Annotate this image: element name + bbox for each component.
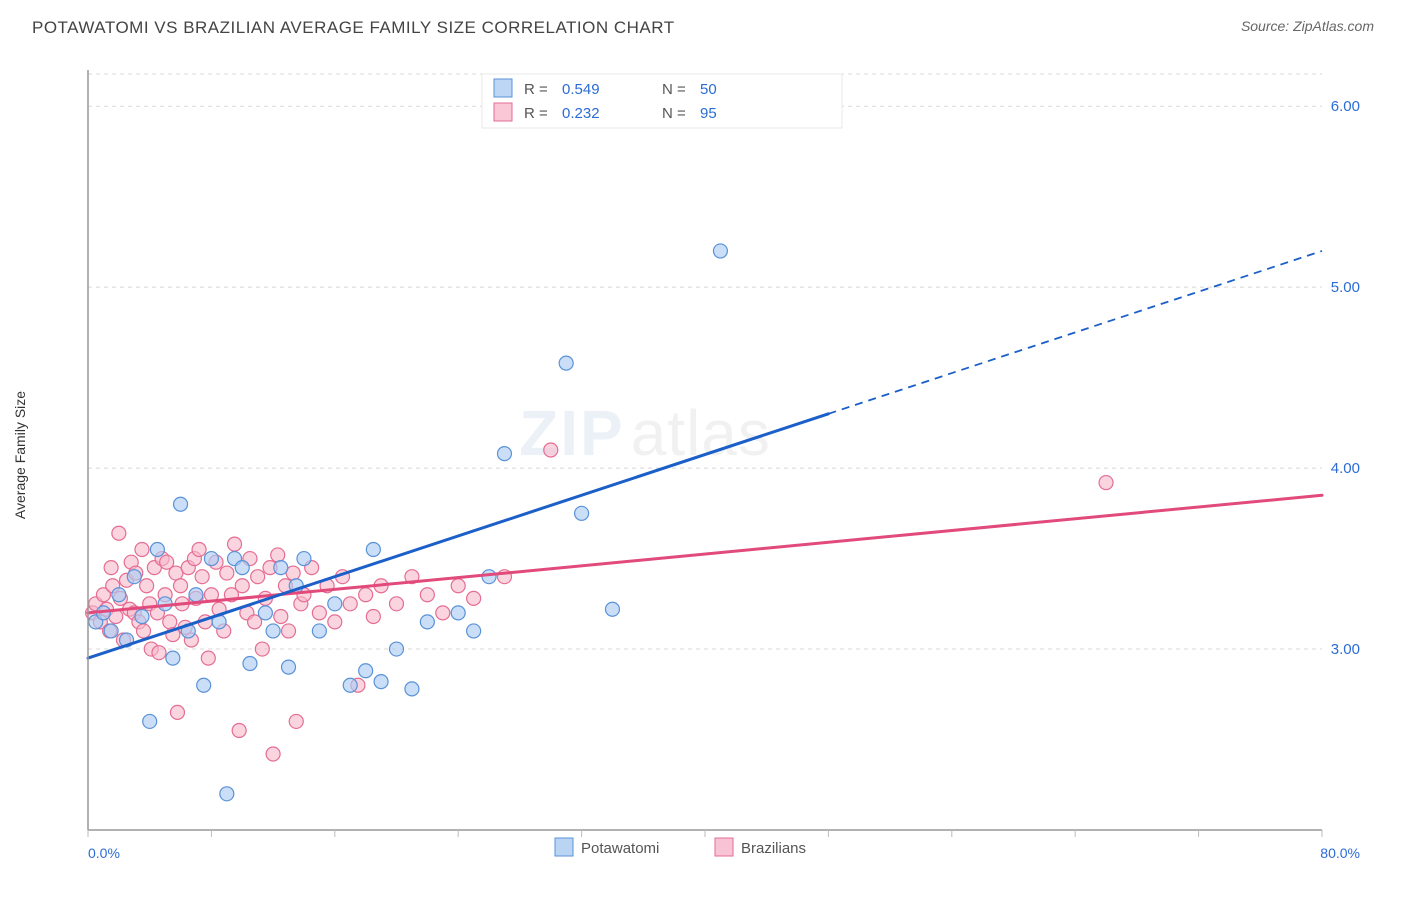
source-prefix: Source: — [1241, 18, 1293, 34]
svg-text:80.0%: 80.0% — [1320, 845, 1360, 861]
svg-text:3.00: 3.00 — [1331, 641, 1360, 658]
svg-text:R =: R = — [524, 81, 548, 98]
y-axis-label: Average Family Size — [12, 391, 28, 519]
svg-text:4.00: 4.00 — [1331, 460, 1360, 477]
source-attribution: Source: ZipAtlas.com — [1241, 18, 1374, 34]
svg-text:6.00: 6.00 — [1331, 98, 1360, 115]
svg-text:R =: R = — [524, 105, 548, 122]
source-name: ZipAtlas.com — [1293, 18, 1374, 34]
svg-text:0.0%: 0.0% — [88, 845, 120, 861]
svg-text:95: 95 — [700, 105, 717, 122]
svg-text:5.00: 5.00 — [1331, 279, 1360, 296]
svg-text:Potawatomi: Potawatomi — [581, 840, 659, 857]
svg-text:50: 50 — [700, 81, 717, 98]
plot-svg: 3.00 4.00 5.00 6.00 ZIPatlas 0.0% 80.0% R = 0.54… — [62, 60, 1362, 900]
svg-text:ZIPatlas: ZIPatlas — [519, 397, 771, 469]
scatter-plot: 3.004.005.006.00ZIPatlas0.0%80.0%R =0.54… — [62, 60, 1362, 850]
svg-text:N =: N = — [662, 81, 686, 98]
svg-text:0.232: 0.232 — [562, 105, 600, 122]
svg-text:0.549: 0.549 — [562, 81, 600, 98]
chart-container: Average Family Size 3.004.005.006.00ZIPa… — [32, 60, 1372, 850]
chart-title: POTAWATOMI VS BRAZILIAN AVERAGE FAMILY S… — [32, 18, 675, 37]
svg-text:Brazilians: Brazilians — [741, 840, 806, 857]
svg-text:N =: N = — [662, 105, 686, 122]
